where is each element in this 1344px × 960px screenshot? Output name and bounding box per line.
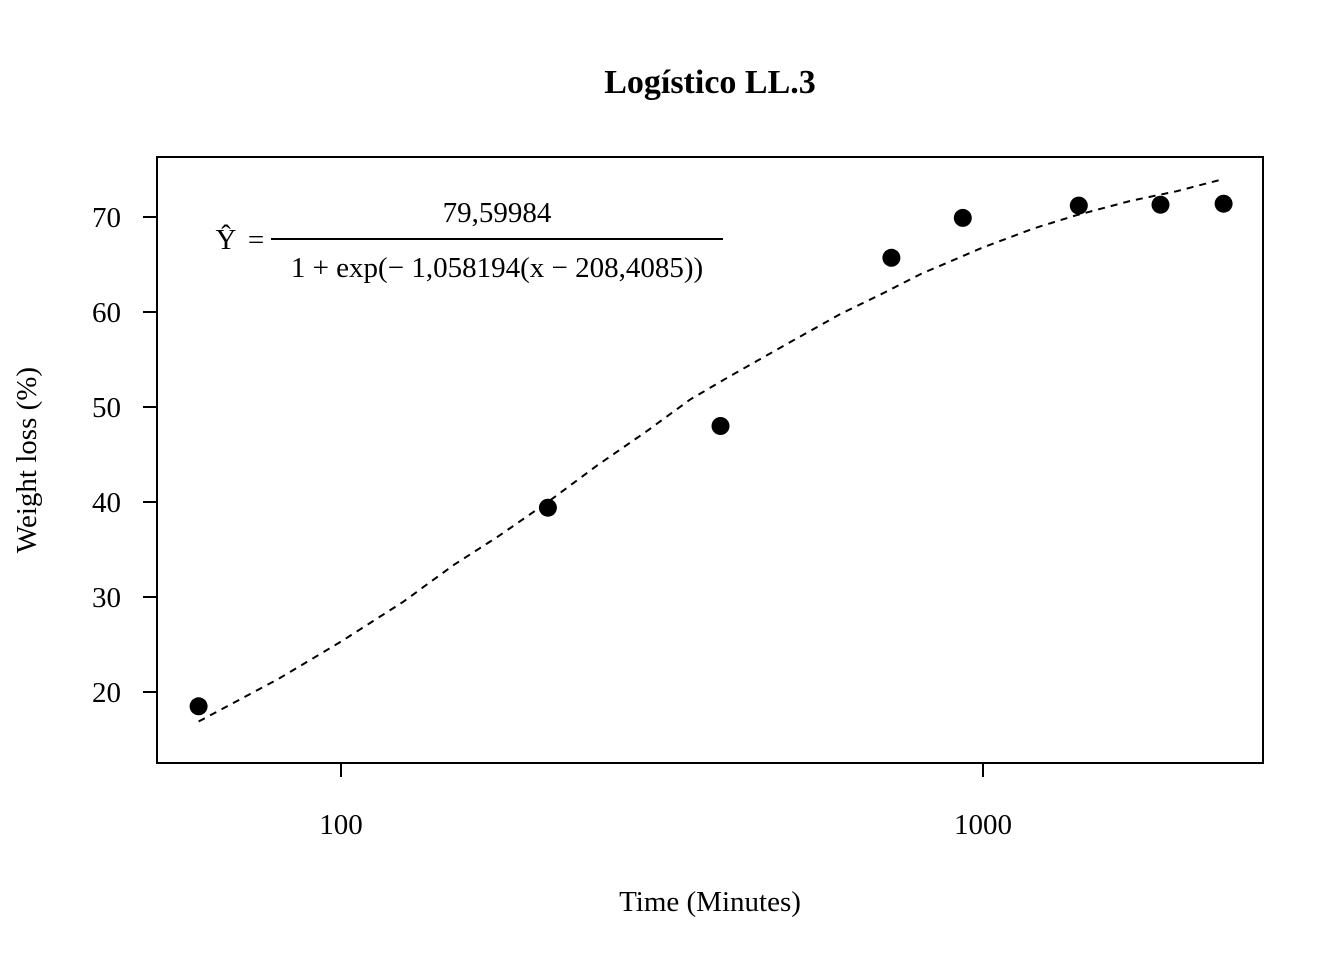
y-tick-label: 30 [92, 582, 121, 614]
x-tick-label: 100 [319, 809, 363, 841]
equation-lhs: Ŷ [216, 223, 237, 256]
data-point [953, 208, 972, 227]
data-point [882, 248, 901, 267]
data-point [711, 417, 730, 435]
data-point [538, 498, 557, 517]
y-tick-label: 70 [92, 202, 121, 234]
y-tick-label: 40 [92, 487, 121, 519]
equation-denominator: 1 + exp(− 1,058194(x − 208,4085)) [291, 252, 703, 284]
data-point [189, 697, 208, 716]
data-point [1214, 194, 1233, 213]
data-point [1069, 196, 1088, 215]
y-axis-label: Weight loss (%) [11, 367, 43, 553]
chart-title: Logístico LL.3 [604, 64, 816, 101]
plot-frame [156, 156, 1264, 764]
x-tick-label: 1000 [954, 809, 1012, 841]
y-tick-label: 50 [92, 392, 121, 424]
equation-annotation: Ŷ = 79,59984 1 + exp(− 1,058194(x − 208,… [216, 197, 723, 284]
data-points [189, 194, 1233, 716]
equation-equals: = [248, 224, 264, 256]
data-point [1151, 195, 1170, 214]
equation-numerator: 79,59984 [443, 197, 552, 229]
x-axis: 100 1000 [319, 763, 1012, 841]
y-tick-label: 60 [92, 297, 121, 329]
fitted-curve [198, 178, 1224, 723]
x-axis-label: Time (Minutes) [619, 886, 801, 918]
y-axis: 20 30 40 50 60 70 [92, 202, 157, 709]
y-tick-label: 20 [92, 677, 121, 709]
